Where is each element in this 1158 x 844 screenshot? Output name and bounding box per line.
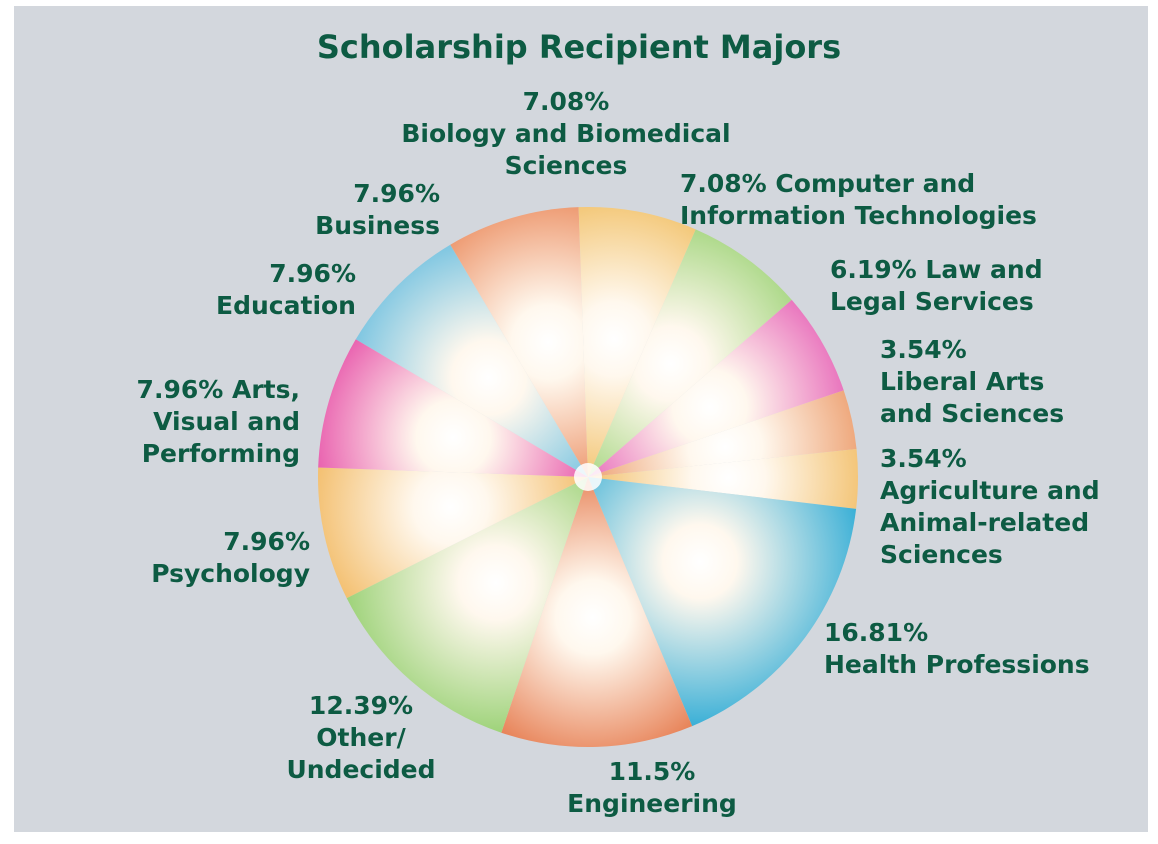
pie-slice	[318, 339, 588, 477]
pie-slice	[318, 467, 588, 599]
pie-slice	[588, 390, 857, 477]
chart-title: Scholarship Recipient Majors	[316, 28, 842, 66]
label-health: 16.81% Health Professions	[824, 618, 1090, 679]
pie-slice	[346, 477, 588, 733]
pie-slice	[588, 477, 857, 727]
label-education: 7.96% Education	[216, 259, 356, 320]
label-liberal-arts: 3.54% Liberal Arts and Sciences	[880, 335, 1065, 428]
pie-slice	[578, 206, 696, 477]
pie-slice	[588, 299, 844, 477]
pie-slice	[588, 229, 792, 477]
label-engineering: 11.5% Engineering	[567, 757, 737, 818]
pie-slice	[355, 244, 588, 477]
label-business: 7.96% Business	[315, 179, 440, 240]
label-agriculture: 3.54% Agriculture and Animal-related Sci…	[880, 444, 1100, 569]
label-biology: 7.08% Biology and Biomedical Sciences	[401, 87, 731, 180]
pie-center-highlight	[574, 463, 602, 491]
pie-slice	[588, 448, 859, 509]
pie-slice	[450, 207, 588, 477]
label-arts: 7.96% Arts, Visual and Performing	[136, 375, 300, 468]
label-law: 6.19% Law and Legal Services	[830, 255, 1043, 316]
pie-slice	[501, 477, 693, 747]
label-other: 12.39% Other/ Undecided	[286, 691, 436, 784]
label-computer-it: 7.08% Computer and Information Technolog…	[680, 169, 1037, 230]
label-psychology: 7.96% Psychology	[151, 527, 310, 588]
